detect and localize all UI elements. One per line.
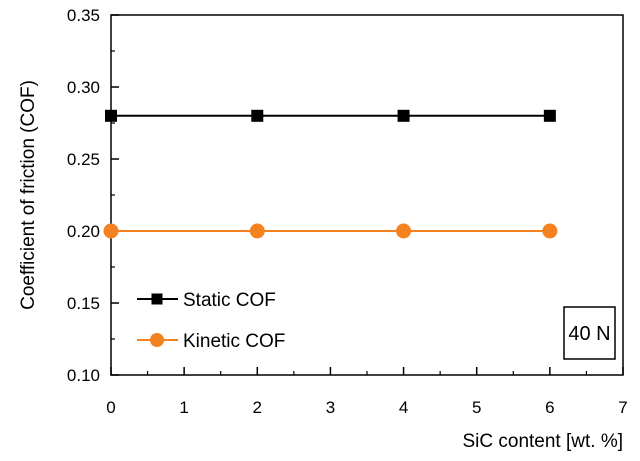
x-tick-label: 6	[545, 398, 554, 417]
data-point-kinetic-cof	[542, 223, 558, 239]
legend: Static COF Kinetic COF	[137, 290, 285, 352]
data-point-static-cof	[543, 109, 556, 122]
y-tick-label: 0.20	[67, 222, 100, 241]
legend-label-static: Static COF	[183, 290, 276, 311]
y-tick-label: 0.10	[67, 366, 100, 385]
x-axis-title: SiC content [wt. %]	[462, 431, 623, 452]
x-axis-ticks: 0 1 2 3 4 5 6 7	[106, 367, 628, 417]
data-point-kinetic-cof	[103, 223, 119, 239]
legend-marker-static	[151, 293, 163, 305]
data-point-static-cof	[105, 109, 117, 122]
legend-label-kinetic: Kinetic COF	[183, 331, 285, 352]
annotation-label: 40 N	[568, 323, 610, 345]
data-point-static-cof	[251, 109, 264, 122]
y-tick-label: 0.30	[67, 78, 100, 97]
x-tick-label: 5	[472, 398, 481, 417]
legend-marker-kinetic	[150, 333, 164, 347]
load-annotation: 40 N	[563, 306, 616, 360]
x-tick-label: 1	[179, 398, 188, 417]
data-point-kinetic-cof	[249, 223, 265, 239]
data-point-static-cof	[397, 109, 410, 122]
x-tick-label: 0	[106, 398, 115, 417]
series-layer	[103, 109, 558, 239]
x-tick-label: 7	[618, 398, 627, 417]
y-tick-label: 0.35	[67, 6, 100, 25]
plot-area	[110, 14, 624, 376]
x-tick-label: 2	[253, 398, 262, 417]
annotation-box	[563, 306, 616, 360]
y-axis-ticks: 0.10 0.15 0.20 0.25 0.30 0.35	[67, 6, 119, 385]
y-tick-label: 0.25	[67, 150, 100, 169]
y-axis-title: Coefficient of friction (COF)	[18, 80, 39, 310]
x-tick-label: 4	[399, 398, 408, 417]
data-point-kinetic-cof	[396, 223, 412, 239]
x-tick-label: 3	[326, 398, 335, 417]
y-tick-label: 0.15	[67, 294, 100, 313]
